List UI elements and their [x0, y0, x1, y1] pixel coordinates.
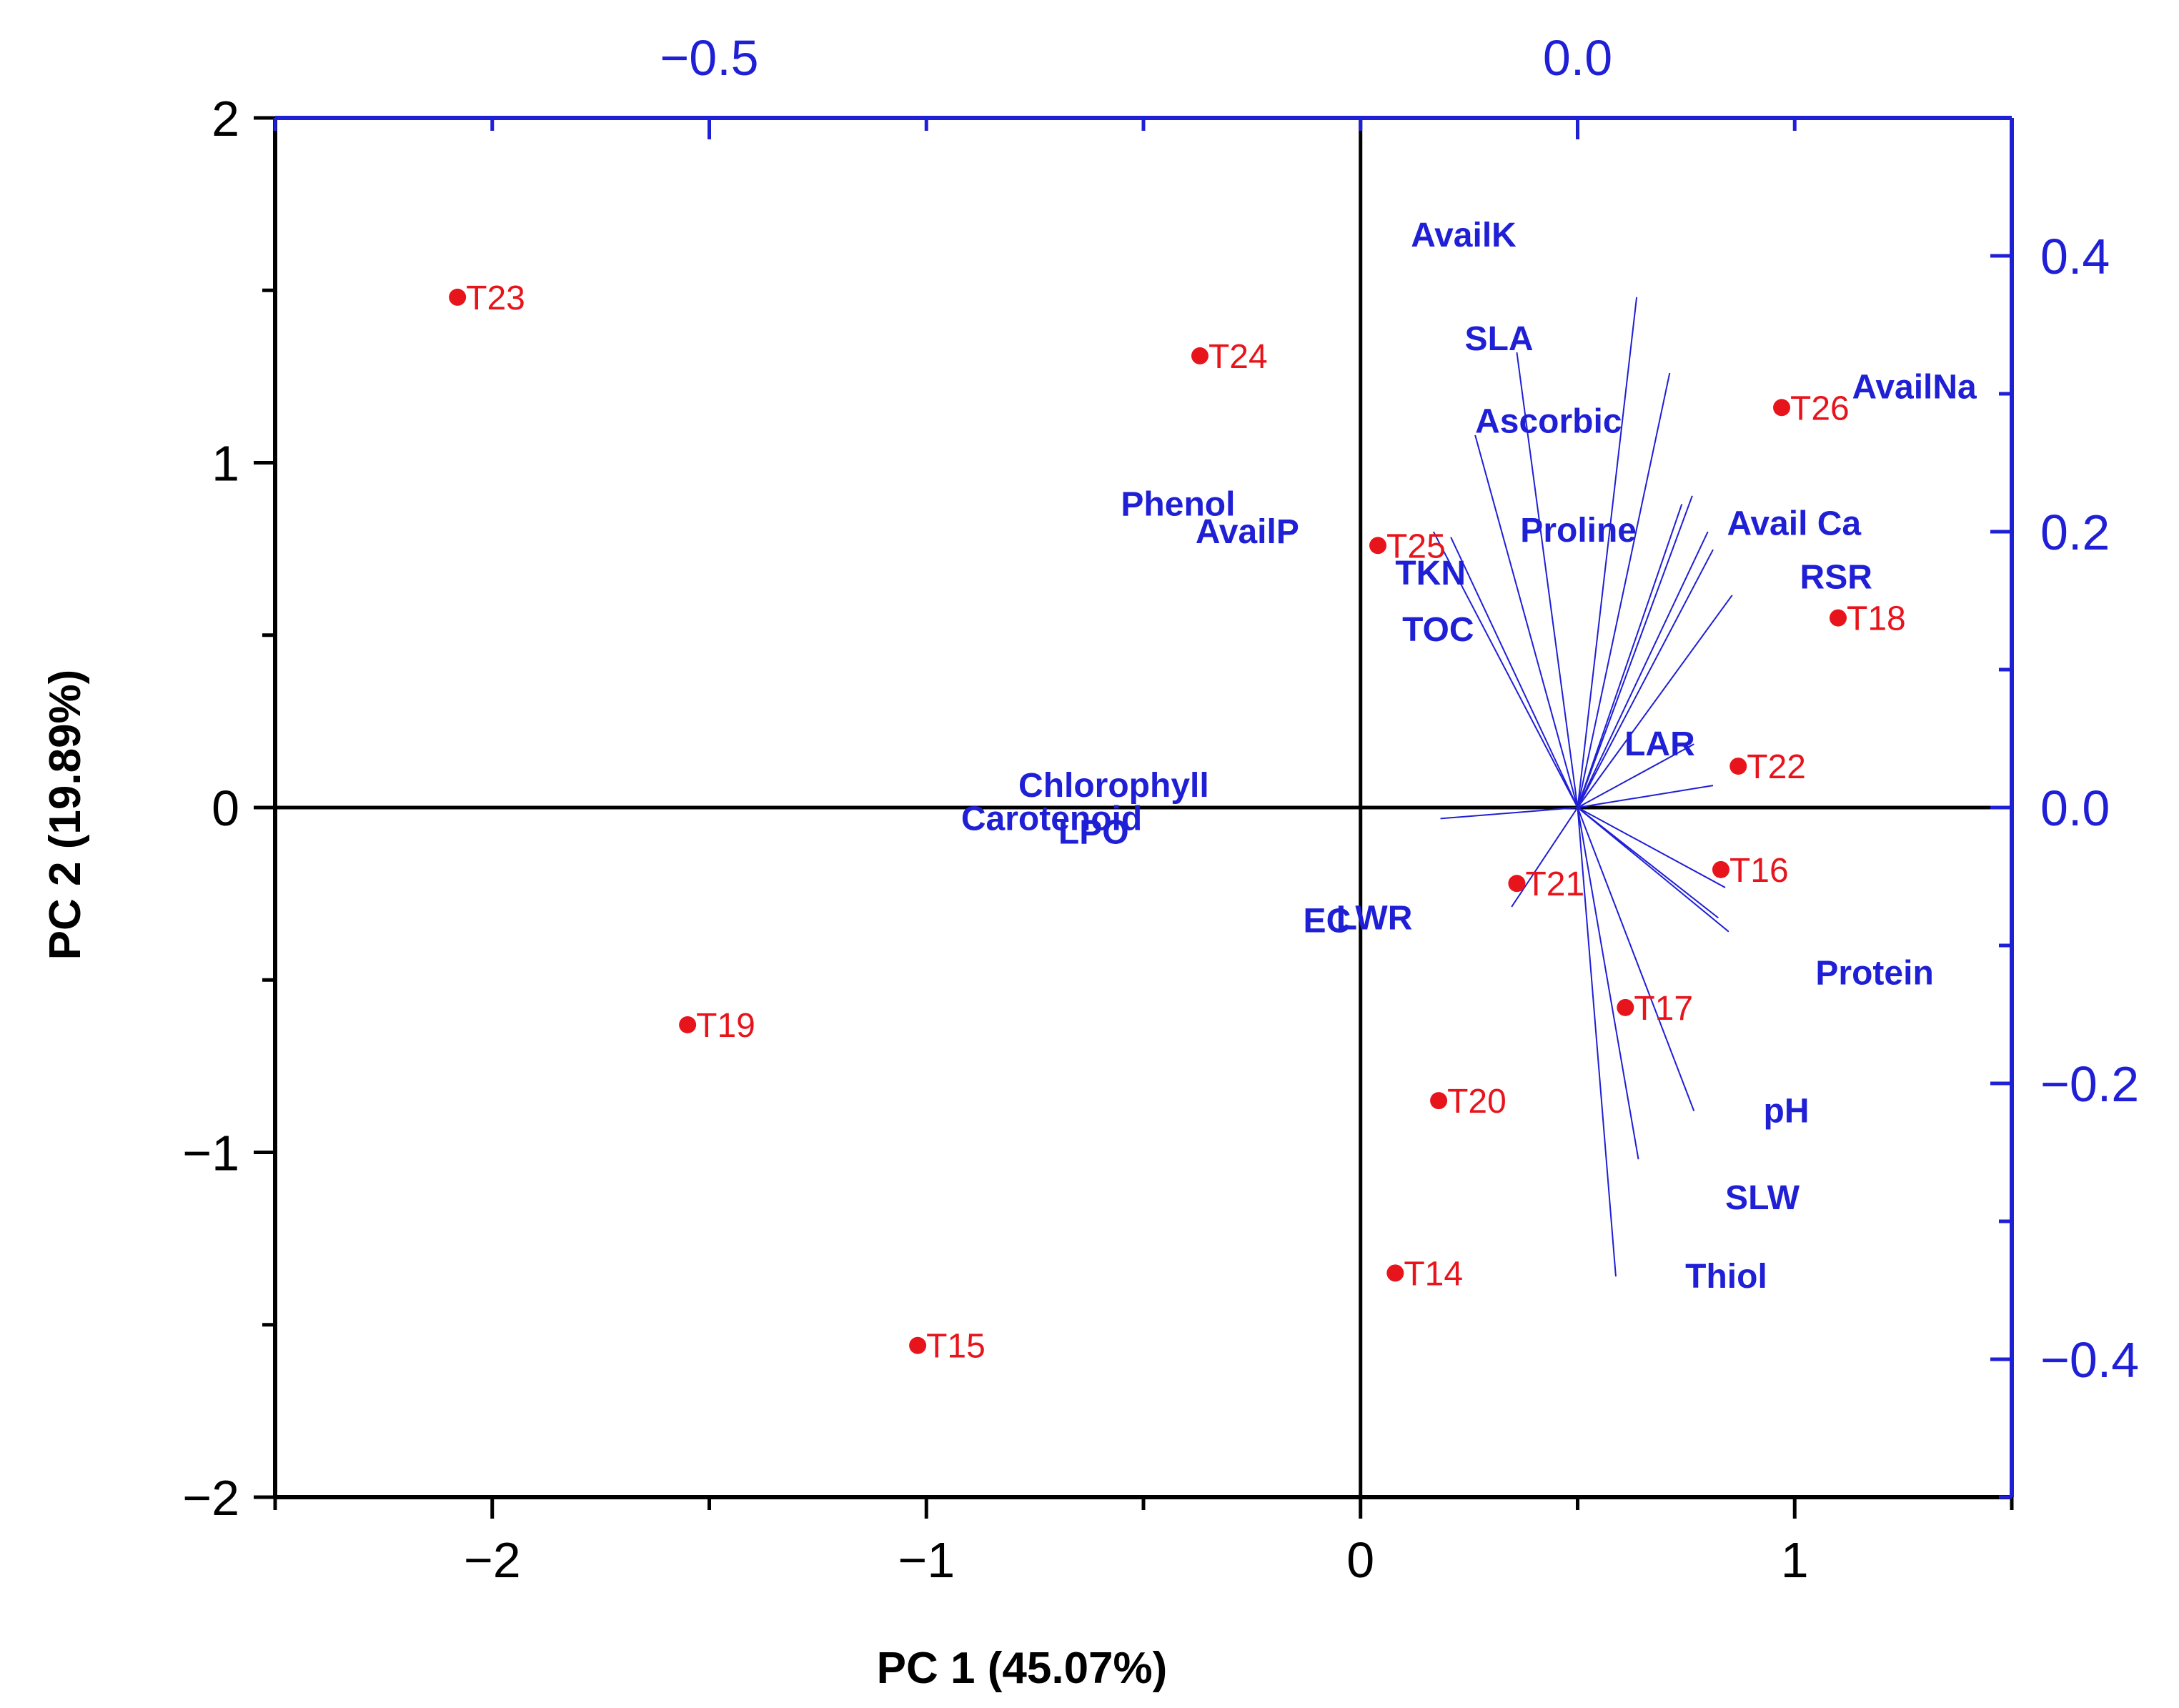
loading-label: AvailK [1411, 217, 1517, 254]
loading-label: Protein [1815, 955, 1933, 993]
axis-text-layer: PC 1 (45.07%) PC 2 (19.89%) −2 −1 0 1 −2 −1 0 1… [41, 30, 2139, 1693]
axes-layer [254, 116, 2014, 1519]
score-label: T14 [1404, 1255, 1463, 1293]
right-tick-label: 0.2 [2040, 505, 2110, 560]
loading-vector [1577, 595, 1733, 808]
loading-vector [1577, 807, 1617, 1277]
score-label: T21 [1525, 865, 1584, 903]
loading-label: Thiol [1685, 1258, 1767, 1296]
loading-vector [1577, 372, 1671, 808]
loading-label: LPO [1058, 814, 1129, 852]
top-tick-label: 0.0 [1543, 30, 1612, 86]
loading-label: pH [1764, 1093, 1810, 1131]
y-tick-label: −1 [182, 1126, 239, 1181]
loading-label: AvailNa [1852, 368, 1977, 406]
score-point [1191, 347, 1208, 364]
loadings-layer: AvailK AvailNa AvailP Avail Ca TKN RSR TOC SLA A… [961, 217, 1977, 1296]
score-label: T23 [466, 279, 525, 317]
score-point [1830, 609, 1847, 627]
loading-vector [1577, 807, 1726, 888]
score-label: T25 [1386, 527, 1446, 565]
right-tick-label: −0.4 [2040, 1332, 2139, 1388]
loading-vector [1577, 807, 1695, 1111]
loading-vector [1577, 549, 1714, 808]
loading-label: Phenol [1121, 485, 1235, 523]
y-tick-label: 1 [212, 436, 239, 492]
score-label: T26 [1790, 389, 1850, 427]
right-tick-label: 0.0 [2040, 780, 2110, 836]
score-point [909, 1336, 927, 1354]
score-point [1386, 1264, 1404, 1282]
x-tick-label: 1 [1781, 1532, 1809, 1588]
score-label: T16 [1729, 852, 1789, 890]
score-label: T24 [1208, 338, 1268, 376]
score-label: T18 [1847, 600, 1906, 638]
y-tick-label: −2 [182, 1470, 239, 1526]
loading-vector [1577, 743, 1694, 808]
loading-label: EC [1304, 902, 1351, 940]
x-tick-label: −2 [464, 1532, 521, 1588]
y-axis-title: PC 2 (19.89%) [41, 670, 90, 960]
y-tick-label: 0 [212, 780, 239, 836]
right-tick-label: 0.4 [2040, 229, 2110, 284]
loading-vector [1577, 297, 1638, 808]
score-point [1430, 1092, 1448, 1110]
loading-vector [1450, 537, 1579, 808]
score-point [679, 1016, 697, 1033]
loading-vector [1577, 495, 1693, 808]
loading-label: SLA [1465, 320, 1534, 358]
scores-layer: T23 T24 T25 T26 T18 T22 T16 T21 T17 T20 T14 T19 T15 [449, 279, 1906, 1366]
top-tick-label: −0.5 [660, 30, 758, 86]
loading-label: Avail Ca [1727, 505, 1861, 542]
loading-vector [1577, 785, 1714, 808]
loading-label: AvailP [1196, 513, 1299, 551]
loading-vector [1516, 352, 1579, 808]
score-point [1712, 860, 1729, 878]
score-point [1773, 399, 1791, 417]
score-point [1617, 998, 1634, 1016]
loading-vector [1432, 531, 1579, 808]
loading-label: Proline [1520, 512, 1637, 550]
loading-label: Carotenoid [961, 800, 1142, 838]
loading-vector [1511, 807, 1579, 908]
loading-vector [1474, 435, 1579, 808]
loading-label: RSR [1800, 559, 1872, 597]
y-tick-label: 2 [212, 91, 239, 147]
loading-label: TOC [1402, 611, 1474, 649]
x-tick-label: −1 [898, 1532, 955, 1588]
loading-label: LAR [1624, 725, 1695, 763]
score-label: T22 [1747, 748, 1806, 786]
loading-vector [1577, 807, 1639, 1160]
score-label: T15 [926, 1328, 986, 1366]
score-point [1729, 758, 1747, 775]
x-axis-title: PC 1 (45.07%) [877, 1644, 1168, 1693]
loading-vector [1577, 504, 1683, 808]
loading-vector [1577, 531, 1709, 808]
x-tick-label: 0 [1346, 1532, 1374, 1588]
loading-vector [1440, 807, 1578, 820]
score-label: T19 [696, 1007, 755, 1045]
score-label: T17 [1634, 990, 1693, 1028]
loading-label: Ascorbic [1475, 403, 1622, 441]
loading-vector [1577, 807, 1729, 933]
score-point [449, 288, 467, 306]
score-point [1369, 537, 1387, 555]
score-label: T20 [1447, 1083, 1507, 1121]
score-point [1508, 875, 1526, 893]
loading-label: TKN [1395, 555, 1466, 592]
loading-label: Chlorophyll [1018, 767, 1209, 805]
loading-label: LWR [1336, 899, 1413, 937]
loading-label: SLW [1725, 1179, 1800, 1217]
right-tick-label: −0.2 [2040, 1056, 2139, 1112]
